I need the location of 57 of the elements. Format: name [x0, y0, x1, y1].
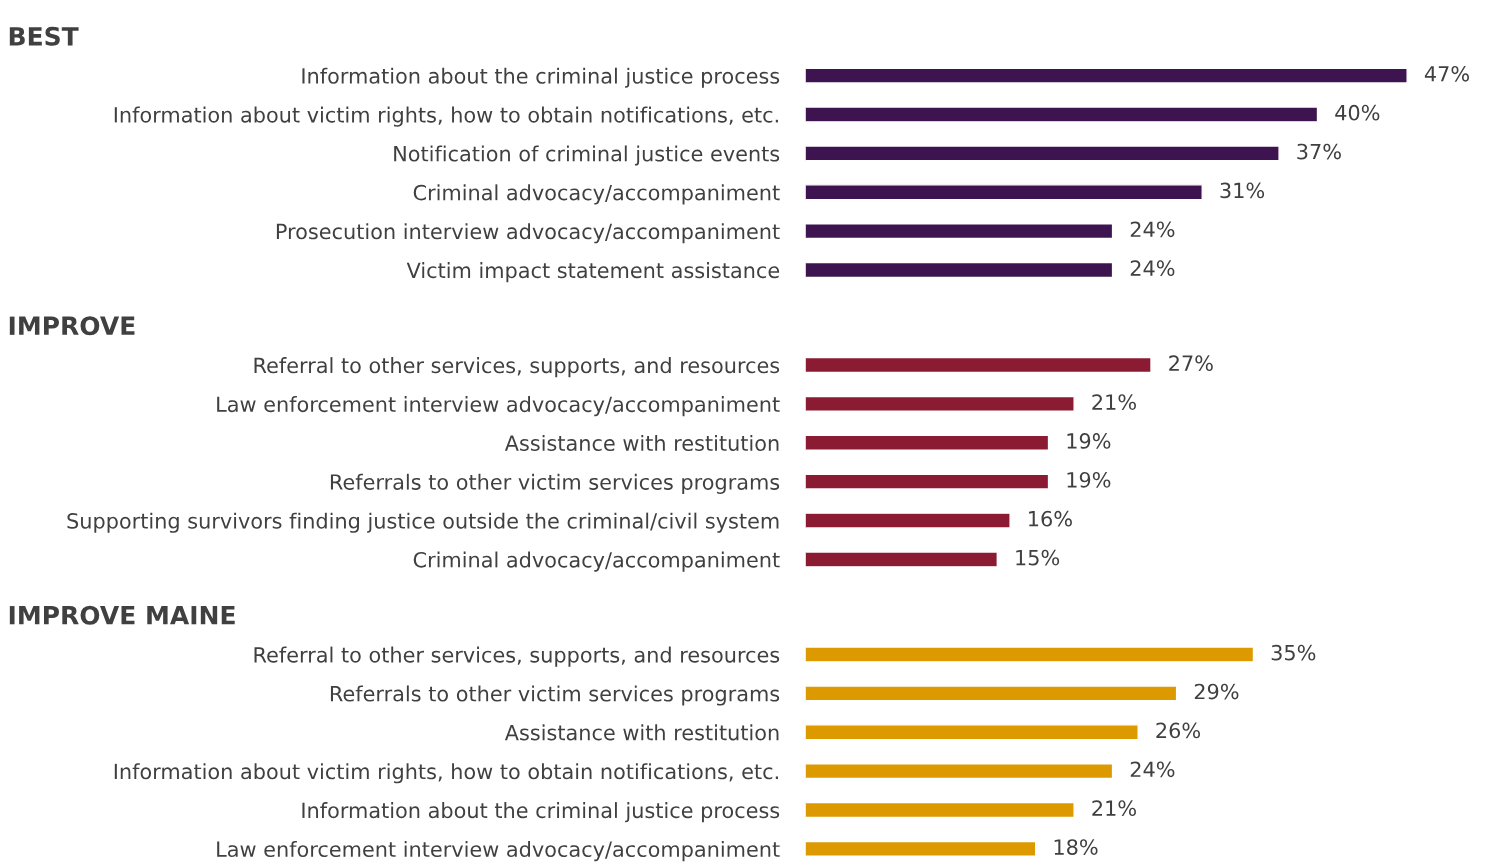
y-tick-label: Assistance with restitution: [504, 724, 779, 741]
bar: [805, 685, 1178, 702]
bar: [805, 434, 1050, 451]
bar: [805, 223, 1114, 240]
bar: [805, 512, 1011, 529]
y-tick-label: Information about victim rights, how to obtain notifications, etc.: [114, 763, 778, 784]
data-label: 21%: [1092, 394, 1136, 410]
bar: [805, 801, 1075, 819]
bar: [805, 473, 1050, 490]
bar: [805, 356, 1152, 374]
y-tick-label: Law enforcement interview advocacy/accompaniment: [217, 396, 780, 417]
y-tick-label: Criminal advocacy/accompaniment: [413, 551, 780, 572]
bar: [805, 724, 1139, 741]
text: BEST: [9, 26, 79, 46]
data-label: 21%: [1092, 800, 1136, 817]
y-tick-label: Notification of criminal justice events: [394, 145, 780, 166]
y-tick-label: Criminal advocacy/accompaniment: [413, 184, 780, 205]
y-tick-label: Referral to other services, supports, and resources: [254, 646, 780, 667]
data-label: 16%: [1029, 510, 1072, 527]
y-tick-label: Information about victim rights, how to obtain notifications, etc.: [114, 106, 778, 127]
data-label: 40%: [1335, 104, 1380, 121]
bar: [805, 145, 1280, 162]
y-tick-label: Referral to other services, supports, and resources: [254, 357, 780, 378]
y-tick-label: Information about the criminal justice process: [302, 802, 780, 823]
bar: [805, 646, 1255, 663]
data-label: 35%: [1271, 644, 1316, 661]
bar: [805, 395, 1075, 413]
y-tick-label: Prosecution interview advocacy/accompaniment: [276, 223, 780, 244]
y-tick-label: Law enforcement interview advocacy/accompaniment: [217, 840, 780, 862]
data-label: 19%: [1067, 433, 1111, 449]
bar: [805, 106, 1319, 123]
bar: [805, 184, 1203, 201]
data-label: 24%: [1130, 260, 1175, 277]
data-label: 15%: [1016, 549, 1060, 566]
y-tick-label: Information about the criminal justice process: [302, 67, 780, 88]
data-label: 31%: [1220, 182, 1265, 199]
y-tick-label: Victim impact statement assistance: [406, 262, 780, 283]
data-label: 19%: [1067, 471, 1111, 488]
y-tick-label: Referrals to other victim services programs: [330, 685, 780, 706]
bar: [805, 551, 998, 568]
bar: [805, 763, 1114, 780]
bar: [805, 67, 1408, 84]
text: IMPROVE MAINE: [9, 605, 235, 625]
data-label: 47%: [1424, 65, 1469, 82]
data-label: 26%: [1156, 722, 1201, 739]
bar: [805, 840, 1037, 857]
data-label: 29%: [1194, 683, 1239, 700]
data-label: 27%: [1169, 355, 1213, 372]
y-tick-label: Assistance with restitution: [504, 434, 779, 452]
y-tick-label: Supporting survivors finding justice outside the criminal/civil system: [67, 512, 779, 533]
y-tick-label: Referrals to other victim services programs: [330, 473, 780, 494]
data-label: 18%: [1054, 839, 1098, 855]
data-label: 24%: [1130, 221, 1175, 238]
data-label: 24%: [1130, 761, 1175, 778]
bar: [805, 261, 1114, 279]
text: IMPROVE: [9, 316, 135, 336]
data-label: 37%: [1297, 143, 1341, 160]
